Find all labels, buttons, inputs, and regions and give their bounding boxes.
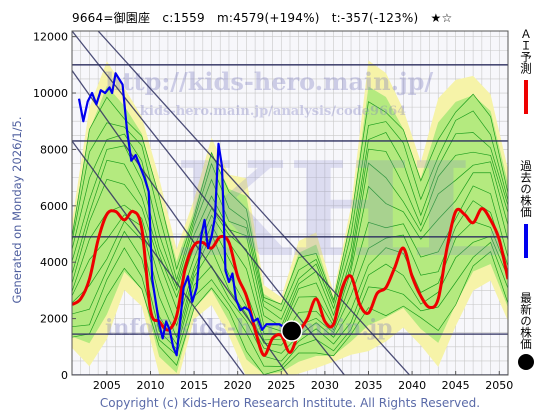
band-line <box>72 172 508 335</box>
band-line <box>72 93 508 305</box>
legend-label-ai-forecast: ＡＩ予測 <box>519 28 533 74</box>
legend-past-price: 過去の株価 <box>514 160 538 258</box>
trend-line <box>97 31 411 375</box>
series <box>72 72 508 357</box>
legend-past-line-marker <box>524 223 528 258</box>
x-tick-label: 2045 <box>442 379 470 392</box>
legend-ai-forecast: ＡＩ予測 <box>514 28 538 114</box>
x-tick-label: 2025 <box>267 379 295 392</box>
band-line <box>72 145 508 328</box>
x-tick-label: 2020 <box>224 379 252 392</box>
x-tick-label: 2015 <box>180 379 208 392</box>
past-price-line <box>77 72 285 357</box>
y-tick-label: 0 <box>61 369 68 382</box>
x-tick-label: 2050 <box>485 379 513 392</box>
watermarks: KHL http://kids-hero.main.jp/ kids-hero.… <box>105 67 502 341</box>
chart-title: 9664=御園座 c:1559 m:4579(+194%) t:-357(-12… <box>72 11 453 25</box>
trend-line <box>72 140 246 375</box>
watermark-logo: KHL <box>175 133 502 286</box>
band-line <box>72 250 508 375</box>
y-tick-label: 4000 <box>40 256 68 269</box>
band-line <box>72 159 508 332</box>
axes: 0 2000 4000 6000 8000 10000 12000 2005 2010 2015 2… <box>33 31 513 392</box>
trend-line <box>72 31 346 375</box>
band-line <box>72 110 508 312</box>
x-tick-label: 2010 <box>136 379 164 392</box>
watermark-url: http://kids-hero.main.jp/ <box>105 67 433 96</box>
plot-frame <box>71 30 509 376</box>
y-tick-label: 2000 <box>40 313 68 326</box>
legend-ai-line-marker <box>524 80 528 114</box>
copyright-footer: Copyright (c) Kids-Hero Research Institu… <box>99 396 481 410</box>
y-tick-label: 6000 <box>40 200 68 213</box>
x-tick-label: 2030 <box>311 379 339 392</box>
watermark-analysis-url: kids-hero.main.jp/analysis/code9664 <box>140 104 406 119</box>
legend-latest-dot-marker <box>518 353 534 370</box>
legend-latest-price: 最新の株価 <box>514 292 538 370</box>
ai-forecast-line <box>72 207 508 357</box>
legend-label-latest-price: 最新の株価 <box>519 292 533 350</box>
x-tick-label: 2040 <box>398 379 426 392</box>
legend-label-past-price: 過去の株価 <box>519 160 533 218</box>
x-tick-label: 2005 <box>93 379 121 392</box>
x-tick-label: 2035 <box>354 379 382 392</box>
latest-price-dot <box>280 320 303 342</box>
y-tick-label: 8000 <box>40 143 68 156</box>
y-tick-label: 12000 <box>33 31 68 44</box>
y-tick-label: 10000 <box>33 87 68 100</box>
